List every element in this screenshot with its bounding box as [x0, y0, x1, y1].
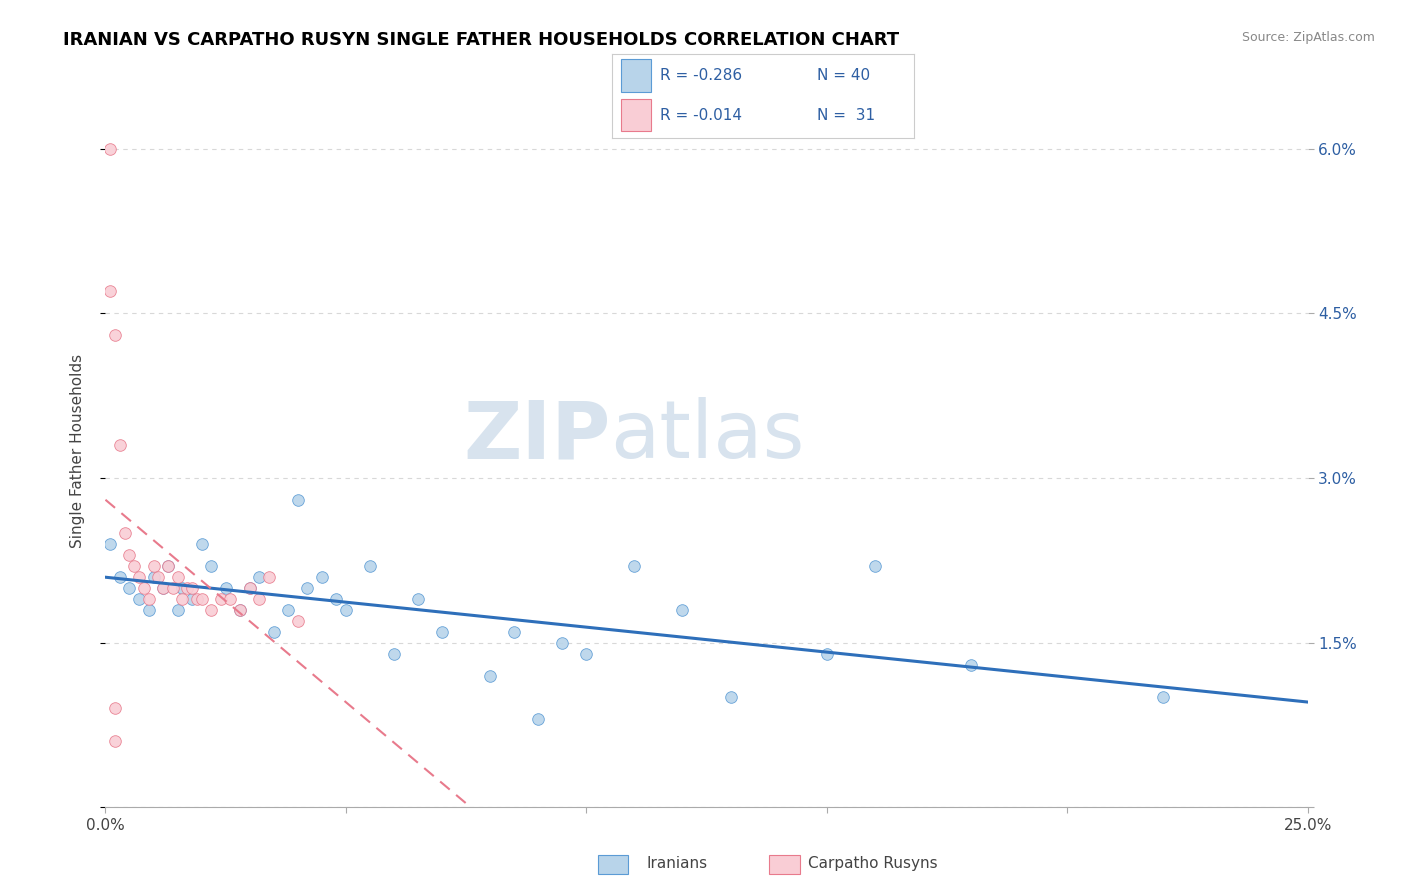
Point	[186, 591, 208, 606]
Point	[297, 581, 319, 595]
Point	[430, 624, 453, 639]
Point	[114, 525, 136, 540]
Point	[104, 701, 127, 715]
Point	[623, 558, 645, 573]
Point	[104, 734, 127, 748]
Point	[152, 581, 174, 595]
Point	[671, 602, 693, 616]
Point	[128, 570, 150, 584]
Point	[263, 624, 285, 639]
Point	[142, 558, 165, 573]
Point	[287, 492, 309, 507]
Point	[479, 668, 502, 682]
Point	[152, 581, 174, 595]
FancyBboxPatch shape	[620, 60, 651, 92]
Point	[239, 581, 262, 595]
Point	[128, 591, 150, 606]
Text: Source: ZipAtlas.com: Source: ZipAtlas.com	[1241, 31, 1375, 45]
Point	[200, 602, 222, 616]
Point	[527, 713, 550, 727]
Point	[229, 602, 252, 616]
Point	[181, 591, 204, 606]
Point	[98, 142, 121, 156]
Text: ZIP: ZIP	[463, 397, 610, 475]
Point	[181, 581, 204, 595]
Point	[247, 591, 270, 606]
Point	[98, 285, 121, 299]
Point	[200, 558, 222, 573]
Point	[503, 624, 526, 639]
Point	[162, 581, 184, 595]
Point	[720, 690, 742, 705]
Point	[257, 570, 280, 584]
Text: N =  31: N = 31	[817, 108, 876, 123]
Point	[287, 614, 309, 628]
Point	[98, 537, 121, 551]
Point	[118, 548, 141, 562]
Point	[166, 570, 188, 584]
Point	[142, 570, 165, 584]
Point	[359, 558, 381, 573]
Point	[277, 602, 299, 616]
Point	[108, 570, 131, 584]
Point	[325, 591, 347, 606]
Point	[108, 438, 131, 452]
Point	[335, 602, 357, 616]
Point	[382, 647, 405, 661]
Point	[104, 328, 127, 343]
Text: R = -0.014: R = -0.014	[659, 108, 742, 123]
Point	[118, 581, 141, 595]
Point	[156, 558, 179, 573]
Point	[166, 602, 188, 616]
Point	[311, 570, 333, 584]
Point	[176, 581, 198, 595]
Point	[815, 647, 838, 661]
Text: Iranians: Iranians	[647, 856, 707, 871]
Point	[551, 635, 574, 649]
Point	[960, 657, 983, 672]
Text: N = 40: N = 40	[817, 68, 870, 83]
Text: IRANIAN VS CARPATHO RUSYN SINGLE FATHER HOUSEHOLDS CORRELATION CHART: IRANIAN VS CARPATHO RUSYN SINGLE FATHER …	[63, 31, 900, 49]
Y-axis label: Single Father Households: Single Father Households	[70, 353, 84, 548]
Point	[172, 581, 194, 595]
Point	[219, 591, 242, 606]
Point	[172, 591, 194, 606]
Point	[124, 558, 146, 573]
Point	[406, 591, 429, 606]
Text: R = -0.286: R = -0.286	[659, 68, 742, 83]
Point	[209, 591, 232, 606]
Point	[156, 558, 179, 573]
FancyBboxPatch shape	[620, 99, 651, 131]
Point	[239, 581, 262, 595]
Point	[138, 602, 160, 616]
Text: Carpatho Rusyns: Carpatho Rusyns	[808, 856, 938, 871]
Point	[229, 602, 252, 616]
Point	[863, 558, 886, 573]
Point	[132, 581, 155, 595]
Text: atlas: atlas	[610, 397, 804, 475]
Point	[190, 537, 212, 551]
Point	[575, 647, 598, 661]
Point	[247, 570, 270, 584]
Point	[214, 581, 236, 595]
Point	[190, 591, 212, 606]
Point	[148, 570, 170, 584]
Point	[138, 591, 160, 606]
Point	[1152, 690, 1174, 705]
